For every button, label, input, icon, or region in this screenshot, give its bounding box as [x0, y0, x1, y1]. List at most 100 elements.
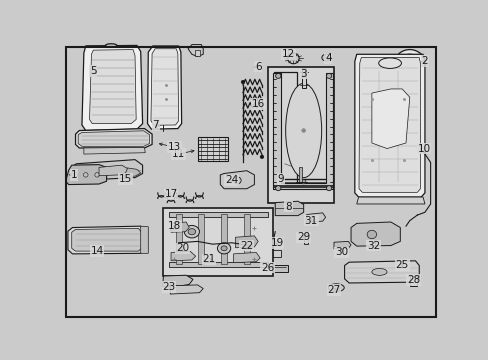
Bar — [409, 276, 417, 286]
Bar — [302, 68, 305, 87]
Polygon shape — [171, 251, 195, 261]
Polygon shape — [84, 148, 145, 154]
Text: 21: 21 — [202, 255, 215, 264]
Ellipse shape — [371, 269, 386, 275]
Ellipse shape — [366, 230, 376, 239]
Ellipse shape — [321, 54, 330, 61]
Ellipse shape — [378, 58, 401, 68]
Polygon shape — [163, 275, 193, 287]
Polygon shape — [78, 131, 149, 146]
Text: 2: 2 — [421, 56, 427, 66]
Bar — [221, 214, 226, 264]
Polygon shape — [68, 226, 144, 254]
Bar — [267, 67, 333, 203]
Text: 19: 19 — [270, 238, 283, 248]
Polygon shape — [99, 165, 127, 176]
Polygon shape — [75, 129, 152, 148]
Polygon shape — [72, 228, 141, 251]
Text: 24: 24 — [224, 175, 238, 185]
Polygon shape — [350, 222, 400, 246]
Text: 13: 13 — [168, 142, 181, 152]
Text: 17: 17 — [164, 189, 177, 199]
Text: 7: 7 — [152, 120, 159, 130]
Polygon shape — [306, 213, 325, 222]
Text: 25: 25 — [395, 260, 408, 270]
Text: 3: 3 — [300, 69, 306, 79]
Polygon shape — [275, 201, 303, 216]
Text: 26: 26 — [261, 263, 274, 273]
Bar — [194, 50, 200, 56]
Polygon shape — [147, 46, 181, 129]
Ellipse shape — [260, 155, 264, 159]
Bar — [169, 212, 267, 217]
Ellipse shape — [291, 57, 295, 60]
Ellipse shape — [81, 167, 87, 173]
Bar — [299, 167, 302, 182]
Ellipse shape — [184, 225, 199, 238]
Ellipse shape — [324, 56, 327, 59]
Text: 4: 4 — [325, 53, 331, 63]
Polygon shape — [354, 54, 424, 197]
Ellipse shape — [119, 167, 124, 173]
Polygon shape — [89, 50, 136, 123]
Text: 1: 1 — [71, 170, 77, 180]
Polygon shape — [358, 58, 420, 192]
Ellipse shape — [301, 129, 305, 132]
Text: 8: 8 — [285, 202, 291, 212]
Ellipse shape — [275, 186, 280, 191]
Polygon shape — [333, 242, 350, 249]
Polygon shape — [188, 45, 203, 57]
Polygon shape — [82, 45, 142, 131]
Text: 12: 12 — [281, 49, 295, 59]
Ellipse shape — [326, 186, 331, 191]
Ellipse shape — [326, 73, 331, 78]
Text: 28: 28 — [406, 275, 419, 285]
Text: 23: 23 — [162, 282, 175, 292]
Bar — [303, 233, 307, 244]
Ellipse shape — [285, 84, 321, 177]
Bar — [244, 214, 249, 264]
Ellipse shape — [95, 173, 99, 177]
Text: 14: 14 — [90, 246, 103, 256]
Text: 10: 10 — [417, 144, 430, 153]
Polygon shape — [65, 165, 106, 185]
Text: 18: 18 — [168, 221, 181, 231]
Ellipse shape — [107, 167, 113, 173]
Ellipse shape — [304, 234, 307, 237]
Polygon shape — [233, 252, 260, 263]
Ellipse shape — [105, 44, 117, 47]
Ellipse shape — [221, 246, 226, 251]
Text: 15: 15 — [119, 174, 132, 184]
Polygon shape — [151, 49, 178, 125]
Text: 30: 30 — [334, 247, 347, 257]
Text: 16: 16 — [251, 99, 264, 109]
Ellipse shape — [92, 167, 98, 173]
Ellipse shape — [331, 286, 340, 290]
Polygon shape — [371, 89, 409, 149]
Ellipse shape — [73, 173, 78, 177]
Bar — [163, 208, 273, 276]
Text: 32: 32 — [366, 240, 380, 251]
Bar — [198, 214, 204, 264]
Polygon shape — [141, 226, 148, 253]
Polygon shape — [273, 73, 332, 189]
Polygon shape — [170, 285, 203, 294]
Text: 29: 29 — [296, 232, 310, 242]
Ellipse shape — [301, 180, 305, 184]
Bar — [169, 262, 267, 267]
Bar — [272, 265, 287, 272]
Polygon shape — [235, 236, 258, 248]
Text: 31: 31 — [304, 216, 317, 226]
Polygon shape — [220, 171, 254, 189]
Text: 5: 5 — [90, 66, 97, 76]
Polygon shape — [120, 168, 141, 176]
Text: 6: 6 — [254, 62, 261, 72]
Polygon shape — [171, 222, 189, 232]
Polygon shape — [274, 72, 296, 185]
Bar — [175, 214, 181, 264]
Ellipse shape — [275, 73, 280, 78]
Ellipse shape — [241, 80, 244, 84]
Text: 11: 11 — [172, 149, 185, 159]
Text: 20: 20 — [176, 243, 188, 253]
Bar — [272, 250, 280, 257]
